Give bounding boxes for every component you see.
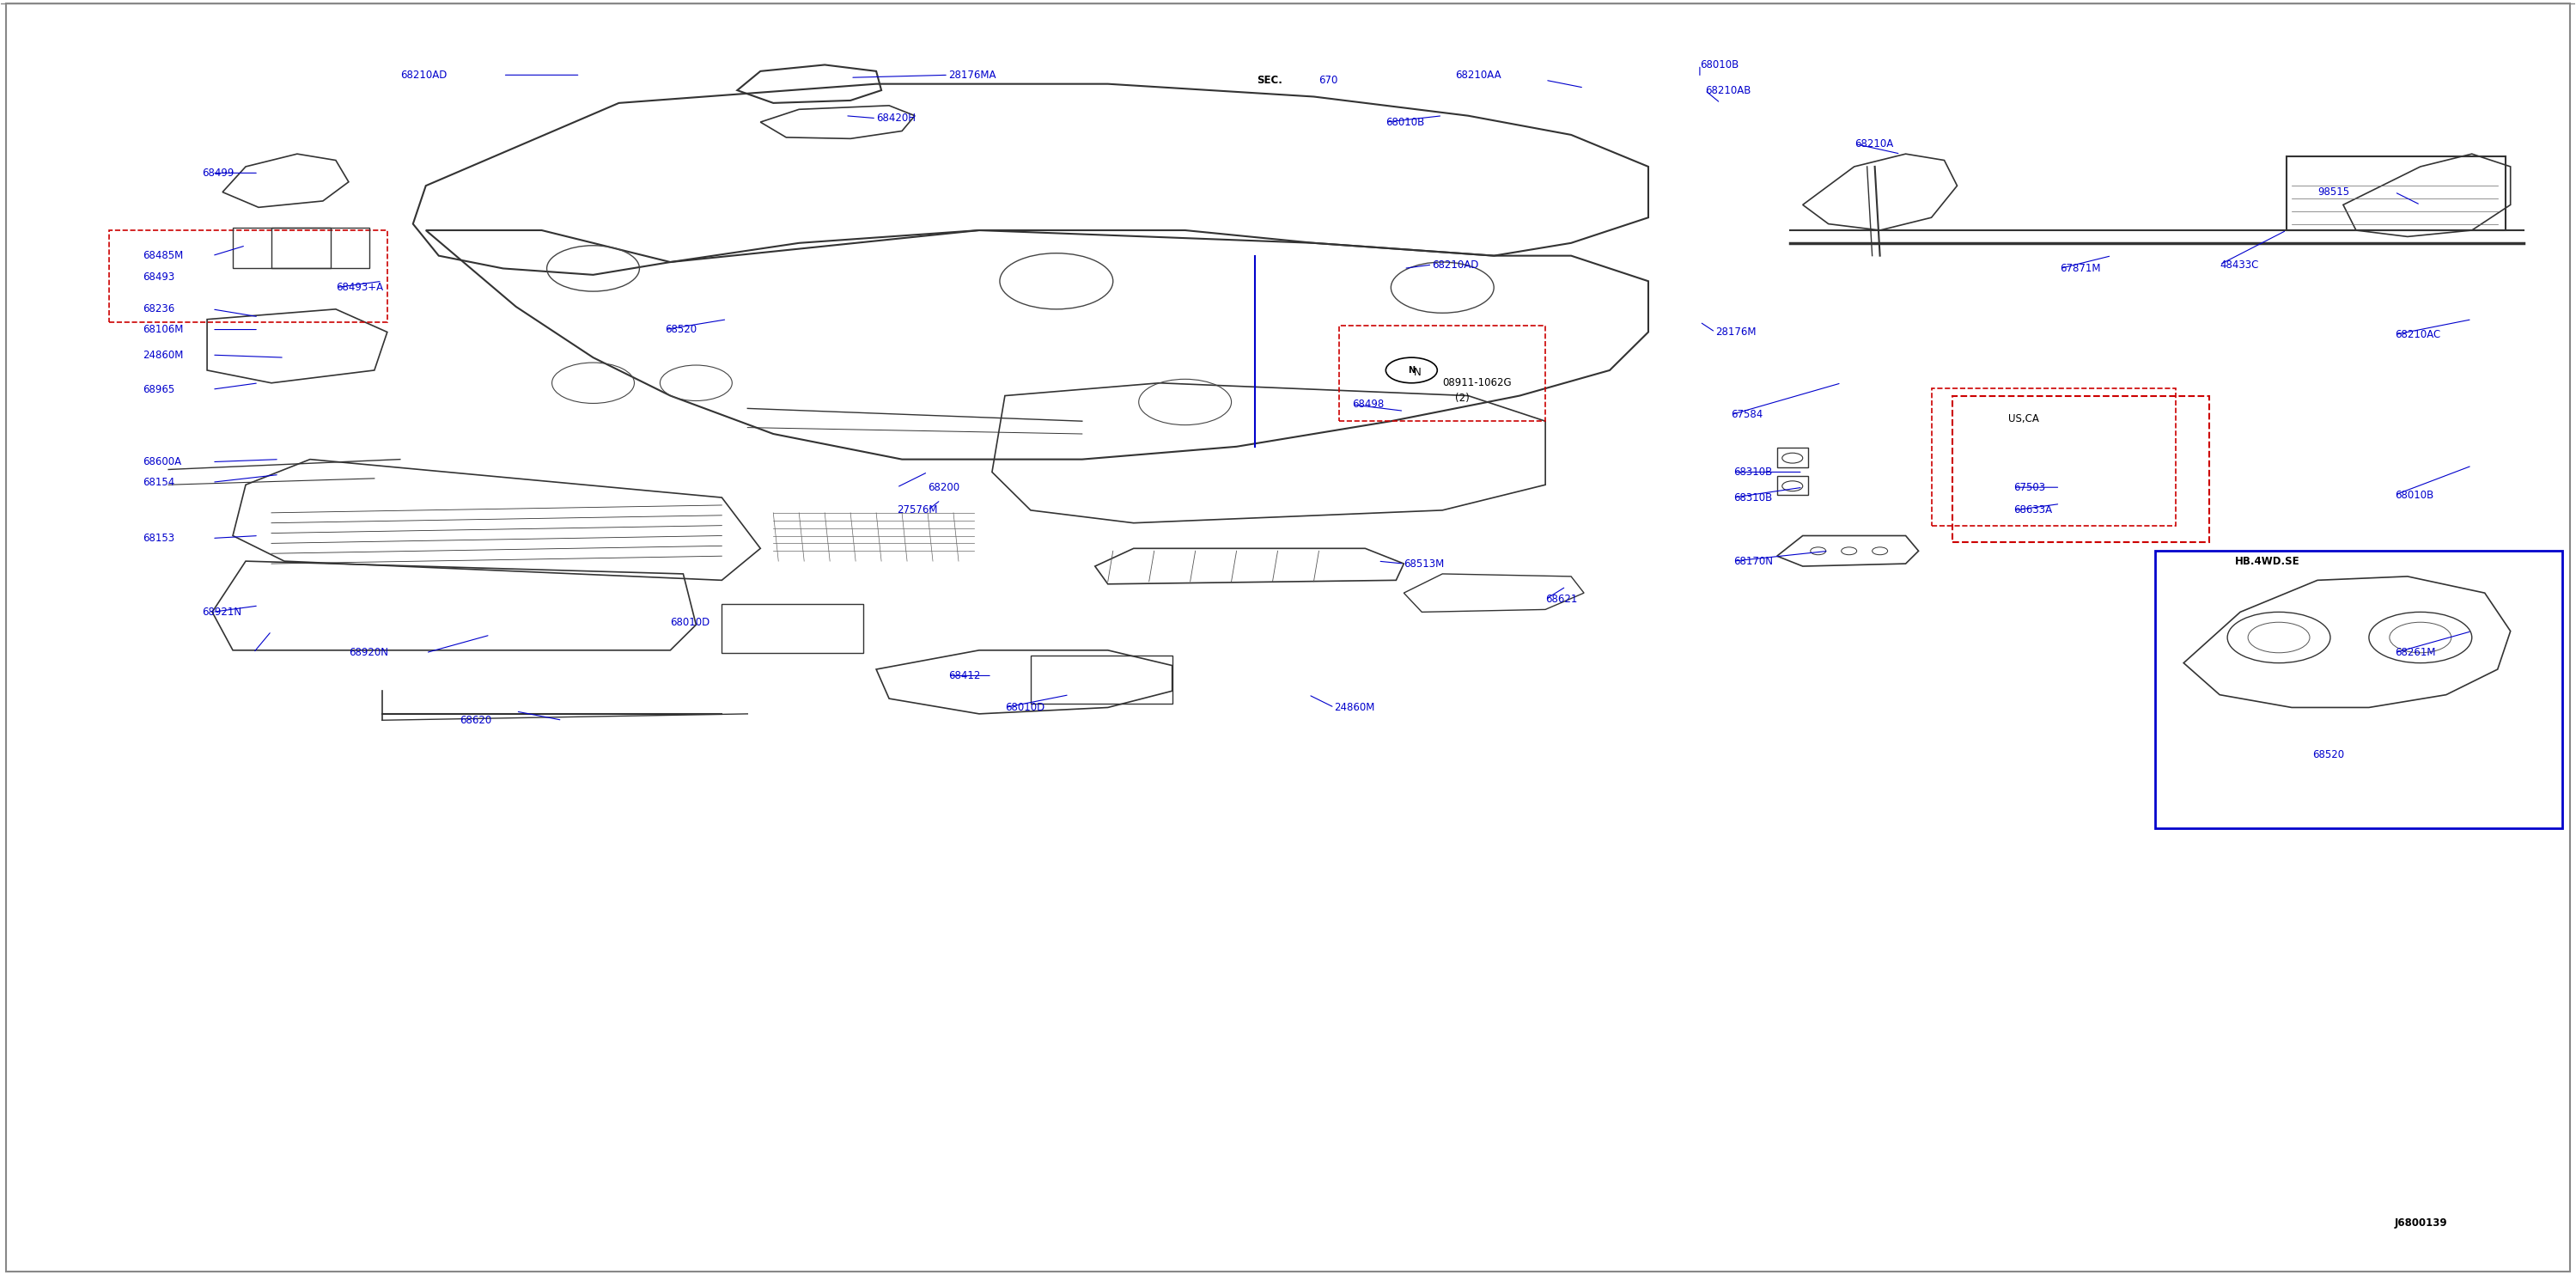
Text: 68210AD: 68210AD xyxy=(1432,259,1479,270)
Text: 68210AC: 68210AC xyxy=(2396,329,2439,340)
Text: 68520: 68520 xyxy=(665,324,698,335)
Bar xyxy=(2156,551,2563,829)
Text: 24860M: 24860M xyxy=(1334,703,1376,713)
Text: HB.4WD.SE: HB.4WD.SE xyxy=(2236,556,2300,566)
Bar xyxy=(721,604,863,653)
Text: 68493: 68493 xyxy=(142,272,175,283)
Bar xyxy=(108,231,386,321)
Text: 68921N: 68921N xyxy=(201,607,242,617)
Text: 68498: 68498 xyxy=(1352,399,1383,411)
Text: SEC.: SEC. xyxy=(1257,74,1283,85)
Text: 68310B: 68310B xyxy=(1734,492,1772,504)
Text: 68412: 68412 xyxy=(948,671,981,681)
Text: 68153: 68153 xyxy=(142,533,175,544)
Text: 68210A: 68210A xyxy=(1855,138,1893,149)
Bar xyxy=(1777,448,1808,467)
Bar xyxy=(1340,325,1546,421)
Bar xyxy=(270,228,368,269)
Text: 68633A: 68633A xyxy=(2014,505,2053,516)
Text: N: N xyxy=(1409,366,1414,375)
Text: J6800139: J6800139 xyxy=(2396,1218,2447,1229)
Text: 24860M: 24860M xyxy=(142,349,183,361)
Text: 48433C: 48433C xyxy=(2221,259,2259,270)
Text: 68106M: 68106M xyxy=(142,324,183,335)
Text: 67871M: 67871M xyxy=(2061,263,2102,274)
Bar xyxy=(2287,157,2506,231)
Text: 68210AB: 68210AB xyxy=(1705,84,1752,96)
Text: 68210AD: 68210AD xyxy=(399,69,446,80)
Text: 68420H: 68420H xyxy=(876,112,914,124)
Text: 68200: 68200 xyxy=(927,482,961,493)
Bar xyxy=(1030,655,1172,704)
Text: 98515: 98515 xyxy=(2318,186,2349,198)
Text: 670: 670 xyxy=(1319,74,1337,85)
Text: 28176M: 28176M xyxy=(1716,326,1757,338)
Text: 68010B: 68010B xyxy=(2396,490,2434,501)
Text: 68170N: 68170N xyxy=(1734,556,1772,566)
Text: 68493+A: 68493+A xyxy=(335,282,384,293)
Text: 08911-1062G: 08911-1062G xyxy=(1443,377,1512,389)
Text: 68010B: 68010B xyxy=(1700,59,1739,70)
Text: 68485M: 68485M xyxy=(142,250,183,261)
Text: 68310B: 68310B xyxy=(1734,467,1772,478)
Text: 68010B: 68010B xyxy=(1386,116,1425,128)
Text: 68154: 68154 xyxy=(142,477,175,488)
Bar xyxy=(1932,388,2177,525)
Text: 68920N: 68920N xyxy=(348,648,389,658)
Text: 68965: 68965 xyxy=(142,384,175,395)
Text: 68210AA: 68210AA xyxy=(1455,69,1502,80)
Text: 67584: 67584 xyxy=(1731,409,1762,421)
Text: 27576M: 27576M xyxy=(896,505,938,516)
Bar xyxy=(1777,476,1808,495)
Text: 68513M: 68513M xyxy=(1404,558,1445,569)
Text: 68600A: 68600A xyxy=(142,456,180,468)
Text: US,CA: US,CA xyxy=(2009,413,2040,425)
Text: 68621: 68621 xyxy=(1546,594,1577,604)
Text: 68261M: 68261M xyxy=(2396,648,2434,658)
Text: 68010D: 68010D xyxy=(1005,703,1046,713)
Bar xyxy=(1953,395,2210,542)
Text: N: N xyxy=(1414,367,1422,379)
Text: 68620: 68620 xyxy=(459,714,492,725)
Text: 68010D: 68010D xyxy=(670,617,711,627)
Text: 68236: 68236 xyxy=(142,303,175,315)
Text: 68520: 68520 xyxy=(2313,748,2344,760)
Bar xyxy=(232,228,330,269)
Text: (2): (2) xyxy=(1455,393,1471,404)
Text: 67503: 67503 xyxy=(2014,482,2045,493)
Text: 68499: 68499 xyxy=(201,167,234,178)
Text: 28176MA: 28176MA xyxy=(948,69,997,80)
